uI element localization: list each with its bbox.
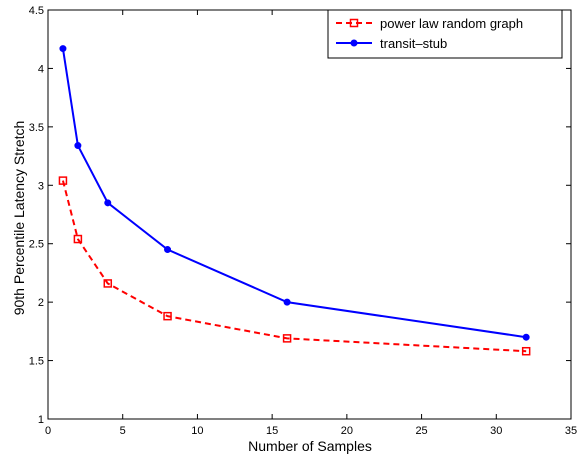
x-tick-label: 20 (341, 425, 353, 437)
y-tick-label: 2.5 (29, 239, 44, 251)
data-point (521, 346, 531, 356)
data-point (163, 311, 172, 321)
data-point (59, 45, 67, 53)
data-point (73, 234, 83, 244)
legend-swatch-marker (349, 18, 359, 28)
data-point (103, 279, 113, 288)
data-point (282, 334, 292, 343)
legend-label: power law random graph (380, 16, 523, 31)
data-point (104, 199, 112, 207)
data-point (164, 246, 172, 254)
series-0 (58, 176, 531, 356)
x-tick-label: 5 (120, 425, 126, 437)
legend-box (327, 9, 563, 59)
series-layer (58, 45, 531, 356)
y-tick-label: 4 (38, 63, 44, 75)
y-axis-label: 90th Percentile Latency Stretch (11, 121, 27, 316)
series-line (61, 48, 527, 339)
x-tick-labels: 0 5 10 15 20 25 30 35 (45, 425, 577, 437)
legend-label: transit–stub (380, 36, 447, 51)
data-point (74, 142, 82, 150)
x-tick-label: 0 (45, 425, 51, 437)
x-tick-label: 30 (490, 425, 502, 437)
series-line (61, 180, 527, 353)
legend-entry-1: transit–stub (336, 36, 447, 51)
data-point (522, 333, 530, 341)
x-tick-label: 25 (415, 425, 427, 437)
legend: power law random graph transit–stub (327, 9, 563, 59)
legend-swatch-marker (350, 39, 358, 47)
legend-entry-0: power law random graph (336, 16, 523, 31)
y-tick-label: 1 (38, 414, 44, 426)
y-tick-label: 2 (38, 297, 44, 309)
plot-area (47, 9, 572, 420)
x-tick-label: 15 (266, 425, 278, 437)
data-point (283, 298, 291, 306)
x-tick-label: 35 (565, 425, 577, 437)
y-tick-labels: 1 1.5 2 2.5 3 3.5 4 4.5 (29, 5, 44, 426)
y-tick-label: 3.5 (29, 122, 44, 134)
series-1 (59, 45, 530, 341)
y-tick-label: 1.5 (29, 356, 44, 368)
legend-items: power law random graph transit–stub (336, 16, 523, 51)
data-point (58, 176, 68, 185)
x-axis-label: Number of Samples (248, 438, 372, 454)
y-tick-label: 4.5 (29, 5, 44, 17)
y-tick-label: 3 (38, 180, 44, 192)
x-tick-label: 10 (191, 425, 203, 437)
